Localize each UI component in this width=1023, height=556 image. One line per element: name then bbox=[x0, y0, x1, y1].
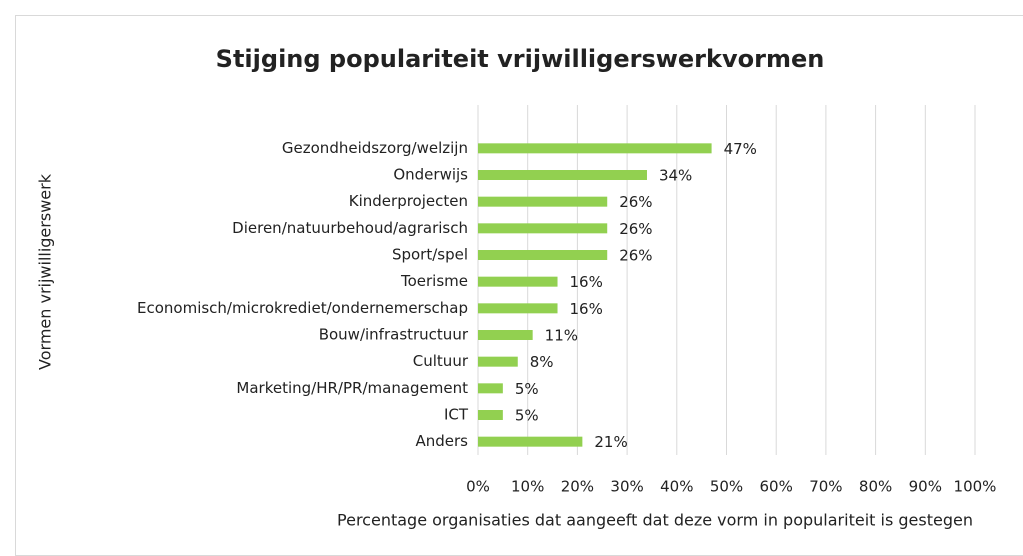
x-tick-label: 80% bbox=[859, 478, 892, 496]
chart-title: Stijging populariteit vrijwilligerswerkv… bbox=[216, 45, 825, 73]
y-tick-label: Gezondheidszorg/welzijn bbox=[282, 139, 468, 157]
bar bbox=[478, 303, 558, 314]
value-label: 5% bbox=[515, 407, 539, 425]
y-axis-title: Vormen vrijwilligerswerk bbox=[36, 173, 55, 370]
x-tick-label: 0% bbox=[466, 478, 490, 496]
x-axis-title: Percentage organisaties dat aangeeft dat… bbox=[337, 511, 973, 530]
x-tick-label: 30% bbox=[610, 478, 643, 496]
bar bbox=[478, 170, 647, 180]
y-tick-label: Sport/spel bbox=[392, 246, 468, 264]
value-label: 11% bbox=[545, 327, 578, 345]
x-tick-label: 10% bbox=[511, 478, 544, 496]
bar bbox=[478, 330, 533, 340]
y-tick-label: Economisch/microkrediet/ondernemerschap bbox=[137, 299, 468, 317]
value-label: 34% bbox=[659, 167, 692, 185]
value-label: 21% bbox=[594, 433, 627, 451]
bar bbox=[478, 410, 503, 420]
value-label: 47% bbox=[724, 140, 757, 158]
x-tick-label: 90% bbox=[909, 478, 942, 496]
value-label: 16% bbox=[570, 300, 603, 318]
x-tick-label: 20% bbox=[561, 478, 594, 496]
bar bbox=[478, 223, 608, 234]
y-tick-label: Onderwijs bbox=[393, 166, 468, 184]
bar bbox=[478, 196, 608, 207]
bar bbox=[478, 383, 503, 394]
bar bbox=[478, 250, 608, 260]
value-label: 16% bbox=[570, 273, 603, 291]
y-tick-label: Cultuur bbox=[413, 352, 469, 370]
x-tick-label: 50% bbox=[710, 478, 743, 496]
y-tick-label: ICT bbox=[444, 406, 469, 424]
value-label: 8% bbox=[530, 353, 554, 371]
value-label: 26% bbox=[619, 193, 652, 211]
x-tick-label: 60% bbox=[760, 478, 793, 496]
y-tick-label: Kinderprojecten bbox=[349, 192, 468, 210]
bar bbox=[478, 356, 518, 367]
value-label: 5% bbox=[515, 380, 539, 398]
y-tick-label: Dieren/natuurbehoud/agrarisch bbox=[232, 219, 468, 237]
y-tick-label: Anders bbox=[416, 432, 469, 450]
y-tick-label: Toerisme bbox=[400, 272, 468, 290]
bar bbox=[478, 436, 583, 447]
value-label: 26% bbox=[619, 247, 652, 265]
x-tick-label: 40% bbox=[660, 478, 693, 496]
y-tick-label: Bouw/infrastructuur bbox=[319, 326, 469, 344]
value-label: 26% bbox=[619, 220, 652, 238]
bar bbox=[478, 276, 558, 287]
x-tick-label: 70% bbox=[809, 478, 842, 496]
y-tick-label: Marketing/HR/PR/management bbox=[236, 379, 468, 397]
bar bbox=[478, 143, 712, 154]
x-tick-label: 100% bbox=[954, 478, 997, 496]
